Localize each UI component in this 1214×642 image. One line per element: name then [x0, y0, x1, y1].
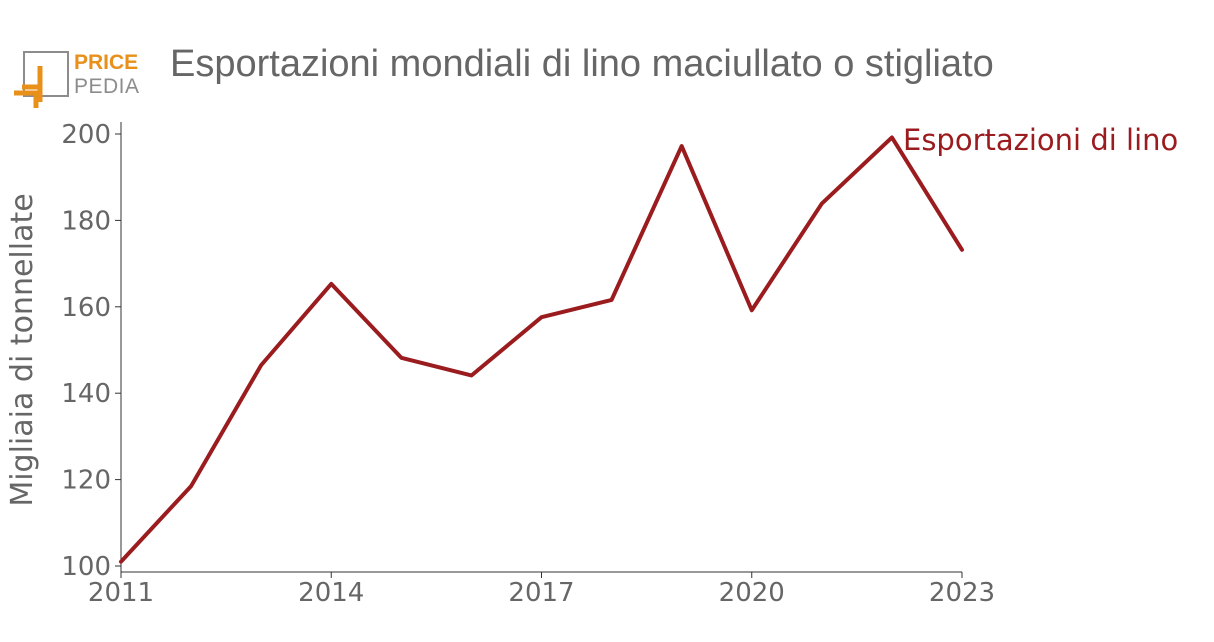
y-tick-label: 200	[61, 120, 111, 150]
x-tick-label: 2011	[88, 578, 154, 608]
x-tick-label: 2020	[719, 578, 785, 608]
y-tick-label: 140	[61, 379, 111, 409]
y-tick-label: 120	[61, 466, 111, 496]
y-tick-label: 100	[61, 552, 111, 582]
logo-mark-icon	[14, 51, 69, 108]
x-tick-label: 2014	[298, 578, 364, 608]
chart-title: Esportazioni mondiali di lino maciullato…	[170, 43, 994, 85]
y-tick-label: 180	[61, 206, 111, 236]
logo-text-price: PRICE	[74, 51, 139, 74]
logo-text-pedia: PEDIA	[74, 75, 140, 98]
series-label: Esportazioni di lino	[903, 123, 1178, 157]
x-tick-label: 2017	[508, 578, 574, 608]
series-line	[119, 135, 964, 564]
y-axis-label: Migliaia di tonnellate	[5, 193, 40, 506]
pricepedia-logo: PRICE PEDIA	[12, 50, 152, 112]
x-tick-label: 2023	[929, 578, 995, 608]
y-tick-label: 160	[61, 293, 111, 323]
